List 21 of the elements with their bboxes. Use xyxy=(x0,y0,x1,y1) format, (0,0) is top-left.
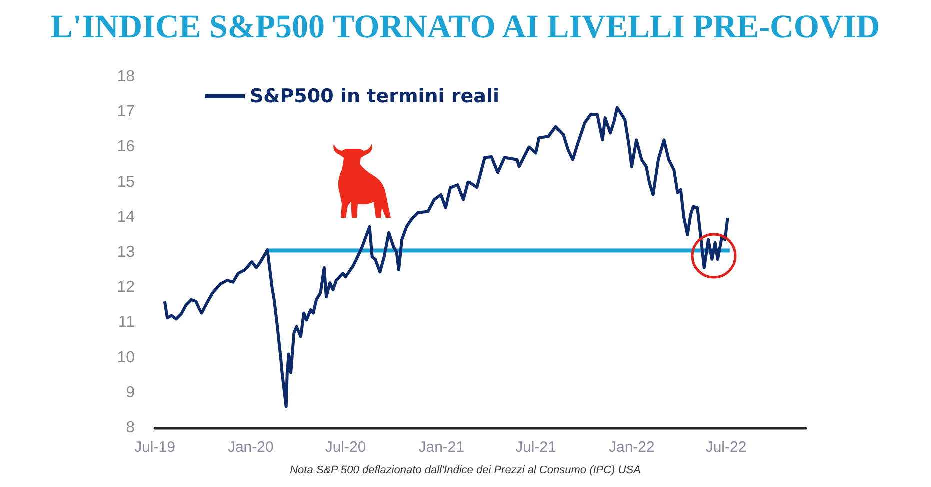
chart-title: L'INDICE S&P500 TORNATO AI LIVELLI PRE-COVID xyxy=(50,10,880,46)
x-tick-label: Jul-20 xyxy=(325,439,366,456)
x-tick-label: Jul-19 xyxy=(134,439,176,456)
y-tick-label: 9 xyxy=(126,384,136,402)
y-tick-label: 13 xyxy=(117,244,136,261)
y-tick-label: 14 xyxy=(117,208,136,226)
y-tick-label: 15 xyxy=(117,174,136,191)
x-tick-label: Jul-22 xyxy=(706,439,747,456)
y-tick-label: 16 xyxy=(117,138,136,156)
text: Nota S&P 500 deflazionato dall'Indice dei Prezzi al Consumo (IPC) USA xyxy=(290,464,641,476)
y-tick-label: 10 xyxy=(117,349,136,366)
y-tick-label: 18 xyxy=(117,68,136,86)
x-tick-label: Jul-21 xyxy=(516,439,556,456)
y-tick-label: 17 xyxy=(117,104,136,121)
y-tick-label: 8 xyxy=(126,420,136,436)
legend-label: S&P500 in termini reali xyxy=(250,86,500,108)
x-tick-label: Jan-22 xyxy=(608,439,655,456)
x-tick-label: Jan-21 xyxy=(418,439,465,456)
y-tick-label: 11 xyxy=(118,314,136,332)
x-tick-label: Jan-20 xyxy=(228,439,274,456)
y-tick-label: 12 xyxy=(117,279,136,296)
